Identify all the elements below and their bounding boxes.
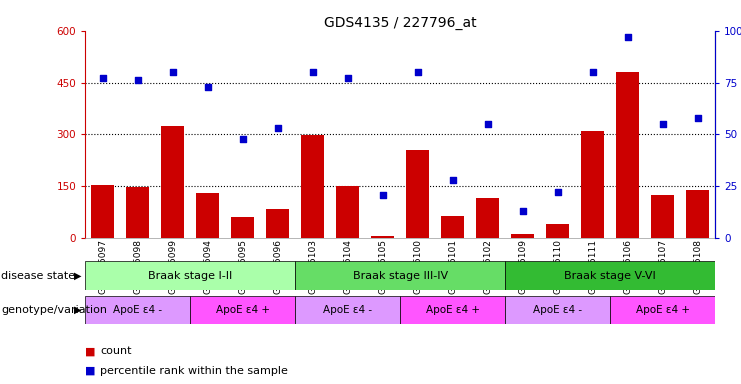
Bar (505, 296, 610, 324)
Bar (91, 184, 114, 238)
Title: GDS4135 / 227796_at: GDS4135 / 227796_at (324, 16, 476, 30)
Text: Braak stage III-IV: Braak stage III-IV (353, 270, 448, 281)
Bar (476, 198, 499, 238)
Text: Braak stage I-II: Braak stage I-II (148, 270, 233, 281)
Bar (617, 72, 639, 238)
Point (622, 34, 634, 40)
Point (376, 192, 388, 198)
Point (236, 136, 248, 142)
Bar (190, 296, 295, 324)
Point (516, 208, 528, 214)
Bar (295, 261, 505, 290)
Text: percentile rank within the sample: percentile rank within the sample (100, 366, 288, 376)
Bar (85, 296, 190, 324)
Bar (302, 136, 324, 238)
Bar (231, 217, 254, 238)
Point (412, 69, 424, 75)
Text: ApoE ε4 -: ApoE ε4 - (533, 305, 582, 315)
Bar (371, 236, 394, 238)
Point (97, 75, 109, 81)
Text: ApoE ε4 +: ApoE ε4 + (216, 305, 270, 315)
Point (167, 69, 179, 75)
Point (202, 84, 213, 90)
Point (551, 189, 563, 195)
Point (691, 115, 703, 121)
Text: Braak stage V-VI: Braak stage V-VI (564, 270, 656, 281)
Text: ApoE ε4 -: ApoE ε4 - (113, 305, 162, 315)
Bar (581, 131, 604, 238)
Bar (85, 261, 295, 290)
Bar (406, 150, 429, 238)
Point (272, 125, 284, 131)
Text: count: count (100, 346, 132, 356)
Text: ▶: ▶ (74, 270, 82, 281)
Point (132, 78, 144, 84)
Point (587, 69, 599, 75)
Bar (651, 195, 674, 238)
Point (307, 69, 319, 75)
Bar (196, 193, 219, 238)
Bar (162, 126, 184, 238)
Bar (126, 187, 149, 238)
Bar (336, 185, 359, 238)
Text: ▶: ▶ (74, 305, 82, 315)
Bar (400, 296, 505, 324)
Bar (511, 234, 534, 238)
Bar (266, 209, 289, 238)
Text: ■: ■ (85, 366, 96, 376)
Point (657, 121, 668, 127)
Text: disease state: disease state (1, 270, 76, 281)
Point (447, 177, 459, 183)
Point (342, 75, 353, 81)
Text: ApoE ε4 +: ApoE ε4 + (425, 305, 479, 315)
Point (482, 121, 494, 127)
Bar (441, 216, 464, 238)
Bar (505, 261, 715, 290)
Text: ApoE ε4 -: ApoE ε4 - (323, 305, 372, 315)
Text: genotype/variation: genotype/variation (1, 305, 107, 315)
Text: ApoE ε4 +: ApoE ε4 + (636, 305, 690, 315)
Bar (686, 190, 709, 238)
Text: ■: ■ (85, 346, 96, 356)
Bar (546, 224, 569, 238)
Bar (295, 296, 400, 324)
Bar (610, 296, 715, 324)
